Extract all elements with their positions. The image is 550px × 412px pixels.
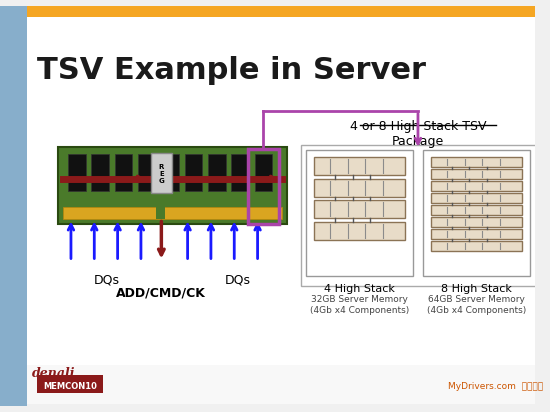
Bar <box>0 6 535 17</box>
Text: denali: denali <box>32 367 75 380</box>
Bar <box>232 154 249 192</box>
Bar <box>151 152 172 193</box>
Bar <box>423 150 530 276</box>
Text: 8 High Stack: 8 High Stack <box>441 284 512 294</box>
Text: ADD/CMD/CK: ADD/CMD/CK <box>117 287 206 300</box>
Bar <box>431 193 522 203</box>
Text: DQs: DQs <box>94 273 120 286</box>
Bar <box>431 181 522 191</box>
Text: 4 or 8 High Stack TSV
Package: 4 or 8 High Stack TSV Package <box>350 120 486 148</box>
Bar <box>314 222 405 239</box>
Bar <box>37 375 103 393</box>
Bar <box>431 229 522 239</box>
Bar <box>185 154 202 192</box>
Text: DQs: DQs <box>225 273 251 286</box>
Bar <box>68 154 86 192</box>
Bar <box>115 154 132 192</box>
Bar <box>0 6 27 406</box>
Bar <box>138 154 156 192</box>
Bar <box>314 157 405 175</box>
Text: MyDrivers.com  驱动之家: MyDrivers.com 驱动之家 <box>448 382 543 391</box>
Bar <box>58 147 287 225</box>
Text: 4 High Stack: 4 High Stack <box>324 284 395 294</box>
Text: 32GB Server Memory
(4Gb x4 Components): 32GB Server Memory (4Gb x4 Components) <box>310 295 409 315</box>
Bar <box>301 145 540 286</box>
Bar <box>27 365 535 404</box>
Bar <box>431 217 522 227</box>
Bar <box>431 157 522 167</box>
Bar <box>248 149 279 225</box>
Bar <box>431 169 522 179</box>
Bar <box>314 200 405 218</box>
Bar <box>255 154 272 192</box>
Text: T: T <box>47 171 54 181</box>
Text: 64GB Server Memory
(4Gb x4 Components): 64GB Server Memory (4Gb x4 Components) <box>427 295 526 315</box>
Text: R
E
G: R E G <box>158 164 164 184</box>
Bar <box>161 154 179 192</box>
Bar <box>63 207 282 219</box>
Bar <box>306 150 413 276</box>
Bar <box>314 179 405 197</box>
Text: My: My <box>31 23 45 33</box>
Text: T: T <box>291 171 298 181</box>
Bar <box>91 154 109 192</box>
Bar <box>208 154 226 192</box>
Bar <box>431 205 522 215</box>
Text: TSV Example in Server: TSV Example in Server <box>37 56 426 85</box>
Bar <box>431 241 522 251</box>
Text: MEMCON10: MEMCON10 <box>43 382 97 391</box>
Bar <box>156 207 165 219</box>
